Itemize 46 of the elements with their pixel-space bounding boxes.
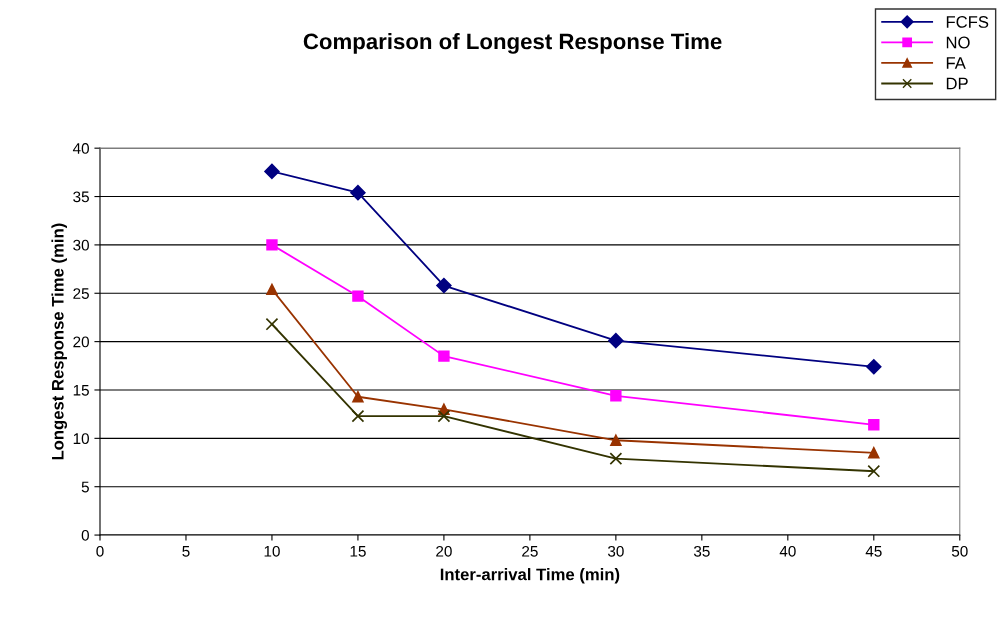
x-tick-label: 20 bbox=[436, 545, 452, 557]
x-tick-label: 30 bbox=[607, 545, 624, 557]
chart-title: Comparison of Longest Response Time bbox=[303, 32, 722, 54]
point bbox=[266, 283, 278, 296]
point bbox=[608, 332, 624, 349]
x-tick-label: 10 bbox=[264, 545, 280, 557]
y-tick-label: 5 bbox=[81, 481, 89, 493]
y-tick-label: 40 bbox=[72, 143, 89, 154]
point bbox=[264, 163, 280, 180]
x-tick-label: 25 bbox=[522, 545, 538, 557]
x-tick-label: 50 bbox=[951, 545, 968, 557]
y-tick-label: 20 bbox=[73, 336, 89, 348]
point bbox=[266, 239, 278, 251]
legend-label: NO bbox=[946, 36, 970, 49]
point bbox=[351, 409, 365, 423]
legend-label: FA bbox=[946, 57, 966, 69]
x-tick-label: 15 bbox=[350, 546, 366, 557]
point bbox=[610, 434, 622, 446]
point bbox=[438, 350, 450, 362]
x-tick-label: 0 bbox=[96, 545, 104, 557]
x-axis-title: Inter-arrival Time (min) bbox=[440, 568, 620, 584]
point bbox=[868, 419, 880, 431]
point bbox=[350, 184, 366, 201]
x-tick-label: 35 bbox=[693, 545, 710, 557]
legend-label: DP bbox=[946, 77, 968, 90]
point bbox=[868, 447, 880, 459]
y-tick-label: 0 bbox=[81, 529, 89, 541]
y-tick-label: 25 bbox=[73, 288, 89, 299]
legend-label: FCFS bbox=[946, 16, 989, 28]
point bbox=[610, 390, 622, 402]
x-tick-label: 5 bbox=[182, 546, 190, 557]
y-tick-label: 10 bbox=[73, 433, 89, 445]
point bbox=[866, 359, 882, 375]
point bbox=[609, 452, 623, 466]
point bbox=[867, 464, 881, 478]
y-tick-label: 15 bbox=[73, 385, 89, 396]
point bbox=[437, 409, 451, 423]
y-tick-label: 30 bbox=[73, 239, 89, 251]
x-tick-label: 45 bbox=[865, 546, 882, 557]
y-axis-title: Longest Response Time (min) bbox=[51, 223, 68, 460]
point bbox=[436, 277, 452, 294]
y-tick-label: 35 bbox=[73, 191, 89, 203]
point bbox=[352, 290, 364, 302]
point bbox=[352, 391, 364, 403]
x-tick-label: 40 bbox=[779, 545, 796, 557]
point bbox=[265, 317, 279, 331]
